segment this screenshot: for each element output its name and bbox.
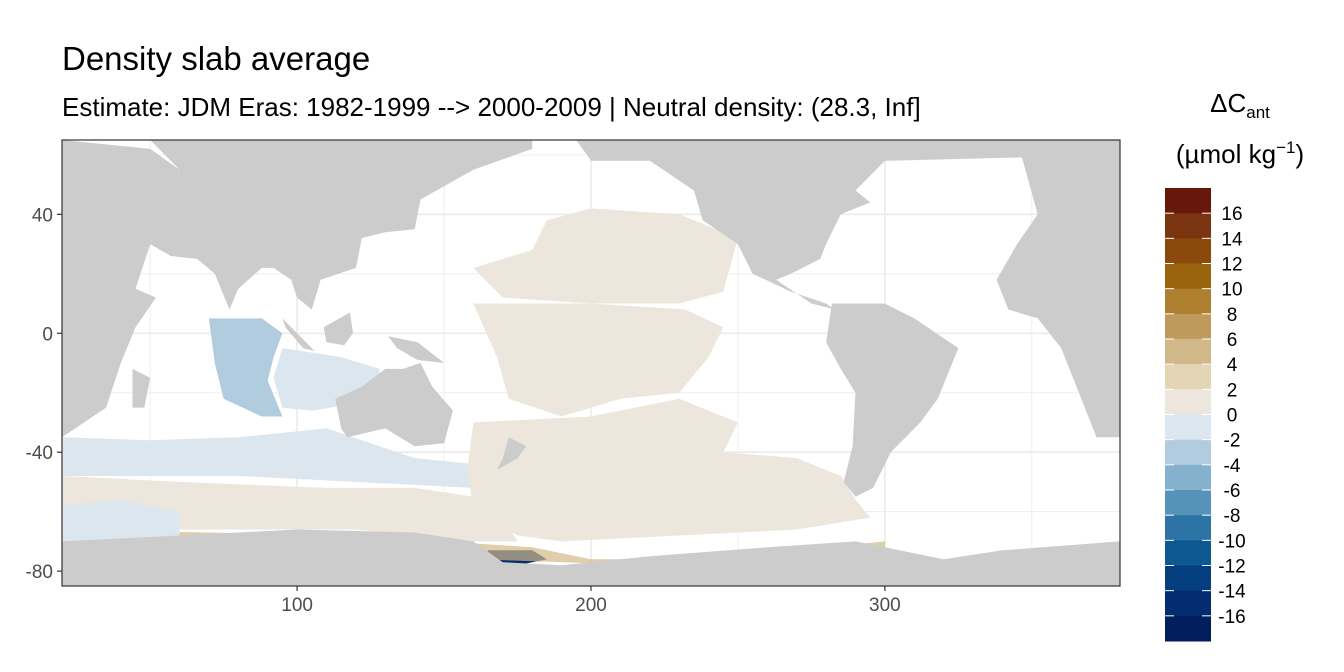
legend-swatch <box>1165 490 1211 516</box>
chart-title: Density slab average <box>62 40 371 77</box>
legend-swatch <box>1165 313 1211 340</box>
chart-subtitle: Estimate: JDM Eras: 1982-1999 --> 2000-2… <box>62 92 921 122</box>
legend-unit: (µmol kg−1) <box>1176 138 1304 169</box>
y-tick-label: 0 <box>42 324 53 345</box>
data-region <box>62 499 180 542</box>
legend-label: -14 <box>1218 582 1246 603</box>
legend-swatch <box>1165 263 1211 290</box>
y-tick-label: -40 <box>26 443 53 464</box>
x-tick-label: 200 <box>575 595 607 616</box>
land-antarctica <box>62 529 1120 586</box>
legend-label: 14 <box>1221 229 1243 250</box>
legend-label: -2 <box>1224 431 1241 452</box>
legend-swatch <box>1165 213 1211 239</box>
legend-label: 16 <box>1221 204 1242 225</box>
legend-swatch <box>1165 414 1211 441</box>
land-australia <box>335 363 453 447</box>
legend-swatch <box>1165 389 1211 415</box>
legend-label: 12 <box>1221 255 1242 276</box>
legend-swatch <box>1165 590 1211 617</box>
legend-label: -10 <box>1218 531 1245 552</box>
y-tick-label: 40 <box>32 205 53 226</box>
data-region <box>62 428 474 488</box>
legend-label: 0 <box>1227 406 1238 427</box>
y-tick-label: -80 <box>26 562 53 583</box>
land-southamerica <box>826 303 959 497</box>
land-northamerica <box>576 140 1120 310</box>
legend-label: -12 <box>1218 557 1245 578</box>
legend-label: -16 <box>1218 607 1245 628</box>
legend-swatch <box>1165 238 1211 264</box>
data-region <box>467 398 871 542</box>
land-newzealand <box>497 437 527 470</box>
legend-swatch <box>1165 565 1211 592</box>
x-tick-label: 300 <box>869 595 901 616</box>
legend-label: -6 <box>1224 481 1241 502</box>
legend-swatch <box>1165 439 1211 466</box>
legend-swatch <box>1165 515 1211 541</box>
legend-swatch <box>1165 540 1211 566</box>
map-panel <box>62 140 1120 586</box>
data-region <box>473 208 738 304</box>
legend: 16 14 12 10 8 6 4 2 0 -2 -4 -6 -8 -10 -12 -14 -16 ΔCant (µ… <box>1165 88 1304 642</box>
land-eurasia <box>150 140 533 310</box>
land-sumatra <box>282 318 315 352</box>
x-tick-label: 100 <box>281 595 313 616</box>
land-africa_east <box>996 140 1120 438</box>
legend-label: -4 <box>1224 456 1241 477</box>
land-borneo <box>323 312 353 346</box>
legend-title: ΔCant <box>1210 88 1270 122</box>
legend-swatch <box>1165 615 1211 642</box>
legend-label: 6 <box>1227 330 1238 351</box>
land-africa <box>62 140 180 438</box>
legend-label: 8 <box>1227 305 1238 326</box>
data-region <box>473 303 724 417</box>
legend-swatch <box>1165 364 1211 390</box>
legend-swatch <box>1165 464 1211 491</box>
legend-label: 10 <box>1221 280 1242 301</box>
legend-label: 4 <box>1227 355 1238 376</box>
data-region <box>208 318 283 417</box>
legend-swatch <box>1165 288 1211 315</box>
legend-label: 2 <box>1227 380 1238 401</box>
legend-label: -8 <box>1224 506 1241 527</box>
legend-swatch <box>1165 339 1211 365</box>
land-newguinea <box>388 336 445 363</box>
legend-swatch <box>1165 188 1211 214</box>
land-madagascar <box>132 368 151 408</box>
